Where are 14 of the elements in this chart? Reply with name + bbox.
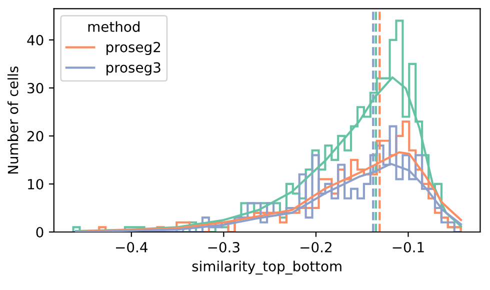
y-axis-title: Number of cells bbox=[8, 66, 18, 174]
y-tick-label: 20 bbox=[28, 130, 44, 142]
y-tick-label: 0 bbox=[36, 226, 44, 238]
x-tick-label: −0.3 bbox=[208, 242, 240, 252]
x-axis-title: similarity_top_bottom bbox=[192, 260, 342, 275]
x-tick-label: −0.1 bbox=[392, 242, 424, 252]
legend-title: method bbox=[88, 21, 140, 32]
y-tick-label: 40 bbox=[27, 34, 44, 46]
x-tick-label: −0.4 bbox=[116, 242, 148, 252]
y-tick-label: 30 bbox=[28, 82, 44, 94]
legend-label: proseg2 bbox=[106, 42, 160, 56]
x-tick-label: −0.2 bbox=[300, 242, 332, 252]
y-tick-label: 10 bbox=[28, 178, 44, 190]
legend-label: proseg3 bbox=[106, 62, 160, 76]
